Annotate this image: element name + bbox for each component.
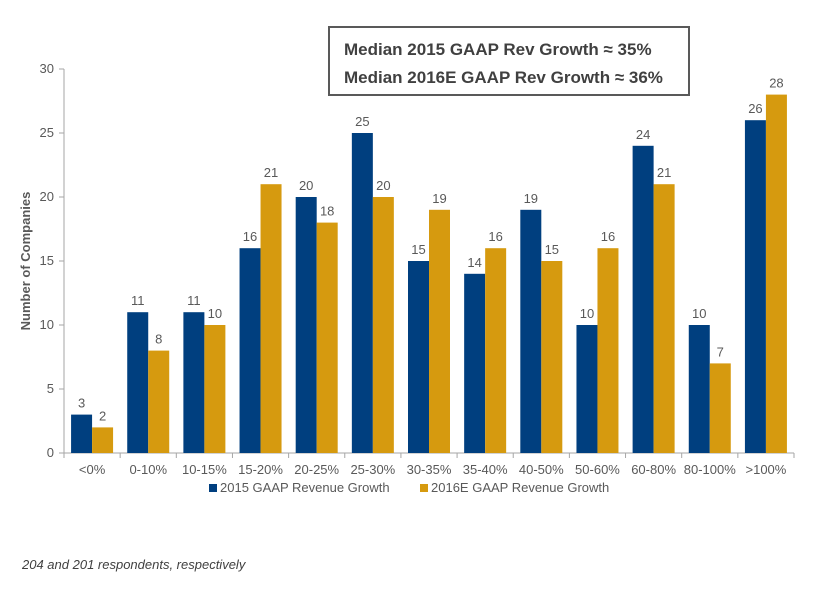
bar-2016e	[485, 248, 507, 453]
data-label-2016e: 20	[376, 178, 390, 193]
y-tick-label: 30	[40, 61, 54, 76]
x-tick-label: 60-80%	[631, 462, 676, 477]
data-label-2015: 26	[748, 101, 762, 116]
bar-2016e	[316, 222, 338, 453]
bar-2015	[239, 248, 261, 453]
median-annotation-box: Median 2015 GAAP Rev Growth ≈ 35% Median…	[328, 26, 690, 96]
bar-2015	[688, 325, 710, 453]
y-tick-label: 15	[40, 253, 54, 268]
bar-2015	[183, 312, 205, 453]
data-label-2016e: 21	[264, 165, 278, 180]
bar-2015	[71, 414, 93, 453]
data-label-2016e: 16	[488, 229, 502, 244]
x-tick-label: 40-50%	[519, 462, 564, 477]
data-label-2015: 24	[636, 127, 650, 142]
bar-2016e	[260, 184, 282, 453]
bar-2016e	[429, 209, 450, 453]
data-label-2015: 19	[524, 191, 538, 206]
data-label-2016e: 10	[208, 306, 222, 321]
bar-2015	[127, 312, 149, 453]
data-label-2015: 15	[411, 242, 425, 257]
y-tick-label: 0	[47, 445, 54, 460]
legend-label: 2015 GAAP Revenue Growth	[220, 480, 390, 495]
bar-2016e	[372, 197, 394, 453]
bar-2016e	[204, 325, 226, 453]
y-tick-label: 25	[40, 125, 54, 140]
legend-swatch	[209, 484, 217, 492]
bar-2016e	[148, 350, 170, 453]
bar-2015	[520, 209, 542, 453]
data-label-2016e: 19	[432, 191, 446, 206]
data-label-2016e: 8	[155, 332, 162, 347]
data-label-2016e: 28	[769, 76, 783, 91]
data-label-2016e: 21	[657, 165, 671, 180]
data-label-2016e: 2	[99, 408, 106, 423]
bar-2016e	[92, 427, 114, 453]
x-tick-label: 30-35%	[407, 462, 452, 477]
x-tick-label: 20-25%	[294, 462, 339, 477]
x-tick-label: 15-20%	[238, 462, 283, 477]
data-label-2015: 10	[580, 306, 594, 321]
data-label-2015: 3	[78, 396, 85, 411]
x-tick-label: 10-15%	[182, 462, 227, 477]
data-label-2015: 25	[355, 114, 369, 129]
data-label-2015: 11	[131, 293, 145, 308]
bar-2015	[744, 120, 766, 453]
x-tick-label: 80-100%	[684, 462, 736, 477]
data-label-2016e: 16	[601, 229, 615, 244]
x-tick-label: 50-60%	[575, 462, 620, 477]
legend-label: 2016E GAAP Revenue Growth	[431, 480, 609, 495]
x-tick-label: 35-40%	[463, 462, 508, 477]
bar-2016e	[709, 363, 731, 453]
bar-2016e	[653, 184, 675, 453]
bar-2016e	[765, 94, 787, 453]
bar-2016e	[597, 248, 619, 453]
bar-2015	[464, 273, 486, 453]
bar-2015	[351, 133, 373, 453]
x-tick-label: <0%	[79, 462, 106, 477]
median-2016e-annotation: Median 2016E GAAP Rev Growth ≈ 36%	[344, 68, 663, 87]
y-axis-title: Number of Companies	[18, 192, 33, 331]
x-tick-label: 25-30%	[350, 462, 395, 477]
x-tick-label: 0-10%	[129, 462, 167, 477]
bar-2015	[295, 197, 317, 453]
data-label-2015: 14	[467, 255, 481, 270]
bar-2015	[632, 145, 654, 454]
data-label-2016e: 7	[717, 344, 724, 359]
legend-swatch	[420, 484, 428, 492]
x-tick-label: >100%	[746, 462, 787, 477]
data-label-2016e: 15	[545, 242, 559, 257]
data-label-2015: 11	[187, 293, 201, 308]
data-label-2015: 16	[243, 229, 257, 244]
y-tick-label: 10	[40, 317, 54, 332]
y-tick-label: 20	[40, 189, 54, 204]
y-tick-label: 5	[47, 381, 54, 396]
respondents-footnote: 204 and 201 respondents, respectively	[22, 557, 246, 572]
data-label-2015: 20	[299, 178, 313, 193]
data-label-2016e: 18	[320, 204, 334, 219]
data-label-2015: 10	[692, 306, 706, 321]
bar-2015	[408, 261, 429, 453]
bar-2016e	[541, 261, 563, 453]
bar-2015	[576, 325, 598, 453]
median-2015-annotation: Median 2015 GAAP Rev Growth ≈ 35%	[344, 40, 652, 59]
